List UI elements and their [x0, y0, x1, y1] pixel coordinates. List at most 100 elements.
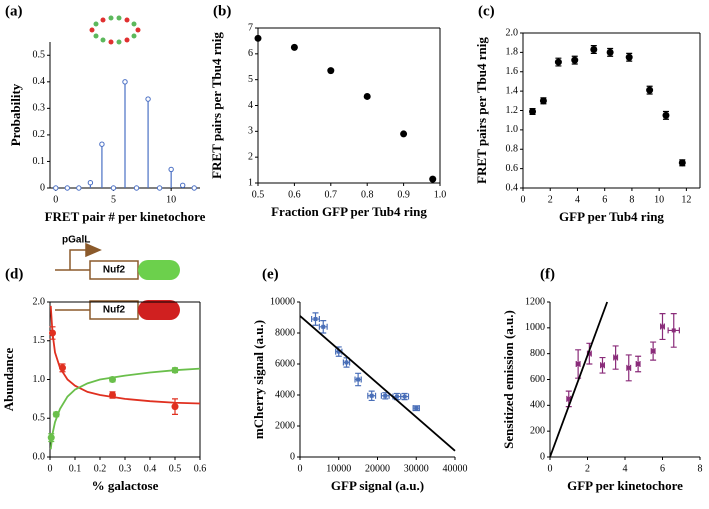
- point: [571, 56, 579, 64]
- y-axis-label: Sensitized emission (a.u.): [501, 310, 516, 449]
- y-tick-label: 1.4: [506, 85, 519, 96]
- y-tick-label: 6000: [275, 358, 295, 369]
- x-tick-label: 8: [698, 463, 703, 474]
- panel-label: (d): [5, 266, 23, 282]
- x-axis-label: Fraction GFP per Tub4 ring: [271, 204, 427, 219]
- x-tick-label: 0: [298, 463, 303, 474]
- y-tick-label: 400: [530, 400, 545, 411]
- y-tick-label: 5: [248, 74, 253, 85]
- y-tick-label: 1.0: [506, 124, 519, 135]
- y-tick-label: 1.8: [506, 47, 519, 58]
- panel-label: (c): [478, 3, 495, 19]
- stem-marker: [179, 182, 186, 189]
- x-tick-label: 0.9: [397, 189, 410, 200]
- y-tick-label: 1200: [525, 296, 545, 307]
- point: [529, 107, 537, 115]
- y-tick-label: 0.0: [33, 451, 46, 462]
- y-tick-label: 4000: [275, 389, 295, 400]
- point: [646, 86, 654, 94]
- x-axis-label: GFP per Tub4 ring: [559, 209, 664, 224]
- x-tick-label: 1.0: [434, 189, 447, 200]
- point: [321, 324, 326, 329]
- point: [383, 393, 388, 398]
- x-tick-label: 0: [521, 194, 526, 205]
- stem-marker: [133, 185, 140, 191]
- point: [613, 355, 618, 360]
- point: [254, 34, 262, 42]
- y-tick-label: 1.6: [506, 66, 519, 77]
- x-tick-label: 8: [629, 194, 634, 205]
- fit-line: [49, 305, 201, 405]
- panel-label: (f): [540, 266, 555, 282]
- x-tick-label: 5: [111, 194, 116, 205]
- point: [336, 349, 341, 354]
- x-tick-label: 12: [681, 194, 691, 205]
- y-tick-label: 200: [530, 425, 545, 436]
- y-tick-label: 6: [248, 48, 253, 59]
- x-tick-label: 2: [548, 194, 553, 205]
- y-tick-label: 10000: [270, 296, 295, 307]
- ring-diagram: [89, 15, 141, 45]
- x-tick-label: 0.6: [194, 463, 207, 474]
- fit-line: [299, 315, 456, 452]
- x-tick-label: 4: [623, 463, 628, 474]
- x-tick-label: 0.1: [69, 463, 82, 474]
- stem-marker: [122, 79, 128, 85]
- y-tick-label: 600: [530, 374, 545, 385]
- y-tick-label: 0.5: [33, 50, 46, 61]
- x-axis-label: GFP signal (a.u.): [331, 478, 424, 493]
- x-tick-label: 0.8: [361, 189, 374, 200]
- stem-marker: [53, 185, 59, 191]
- fit-line: [49, 367, 201, 450]
- y-tick-label: 2: [248, 151, 253, 162]
- point: [651, 349, 656, 354]
- x-tick-label: 0.5: [252, 189, 265, 200]
- y-axis-label: mCherry signal (a.u.): [251, 320, 266, 439]
- y-axis-label: FRET pairs per Tbu4 rnig: [209, 32, 224, 179]
- x-tick-label: 20000: [365, 463, 390, 474]
- gene-diagram: [55, 242, 180, 320]
- y-tick-label: 0.6: [506, 163, 519, 174]
- y-tick-label: 1.0: [33, 374, 46, 385]
- point: [327, 67, 335, 75]
- x-tick-label: 40000: [443, 463, 468, 474]
- stem-marker: [145, 96, 151, 102]
- y-tick-label: 800: [530, 348, 545, 359]
- y-tick-label: 0.5: [33, 413, 46, 424]
- stem-marker: [64, 185, 71, 191]
- x-axis-label: % galactose: [92, 478, 159, 493]
- x-tick-label: 0.7: [325, 189, 338, 200]
- x-tick-label: 10: [654, 194, 664, 205]
- y-tick-label: 7: [248, 22, 253, 33]
- point: [171, 403, 179, 411]
- y-tick-label: 2.0: [33, 296, 46, 307]
- point: [539, 97, 547, 105]
- panel-label: (b): [213, 3, 231, 19]
- point: [678, 159, 686, 167]
- point: [626, 365, 631, 370]
- point: [606, 48, 614, 56]
- point: [429, 175, 437, 183]
- point: [660, 324, 665, 329]
- point: [402, 394, 407, 399]
- x-tick-label: 6: [660, 463, 665, 474]
- point: [313, 317, 318, 322]
- point: [625, 53, 633, 61]
- x-axis-label: FRET pair # per kinetochore: [45, 209, 206, 224]
- y-tick-label: 0.8: [506, 144, 519, 155]
- stem-marker: [76, 185, 82, 191]
- fit-line: [549, 301, 609, 458]
- stem-marker: [191, 185, 197, 191]
- x-tick-label: 0.3: [119, 463, 132, 474]
- annotation: pGalL: [62, 235, 90, 246]
- point: [369, 393, 374, 398]
- x-tick-label: 0.4: [144, 463, 157, 474]
- x-tick-label: 2: [585, 463, 590, 474]
- x-tick-label: 0.2: [94, 463, 107, 474]
- x-tick-label: 0: [48, 463, 53, 474]
- point: [662, 111, 670, 119]
- y-tick-label: 1.5: [33, 335, 46, 346]
- point: [566, 396, 571, 401]
- y-tick-label: 1: [248, 177, 253, 188]
